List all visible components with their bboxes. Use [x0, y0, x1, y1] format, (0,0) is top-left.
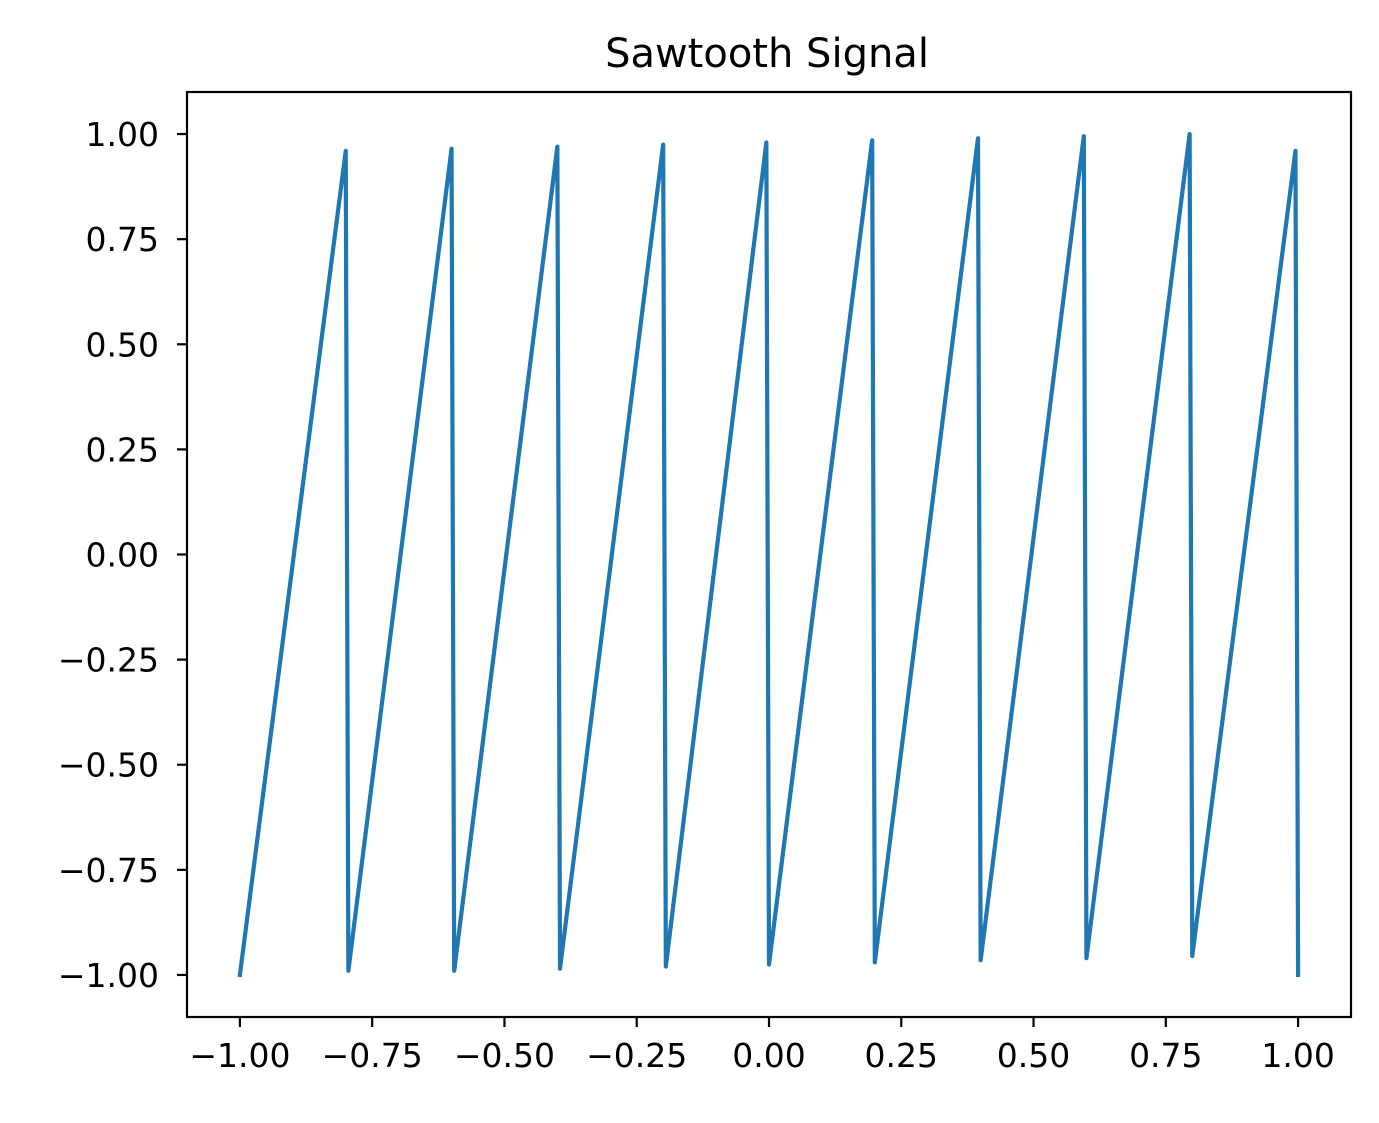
y-tick-label: −1.00: [58, 956, 159, 995]
x-axis: −1.00 −0.75 −0.50 −0.25 0.00 0.25 0.50 0.75 1.00: [189, 1017, 1335, 1075]
y-tick-label: −0.75: [58, 851, 159, 890]
x-tick-label: −0.50: [454, 1036, 555, 1075]
y-tick-label: 1.00: [86, 115, 159, 154]
x-tick-label: 0.00: [732, 1036, 805, 1075]
x-tick-label: 0.50: [997, 1036, 1070, 1075]
chart-title: Sawtooth Signal: [605, 31, 929, 77]
plot-area: [237, 131, 1301, 978]
x-tick-label: 0.75: [1129, 1036, 1202, 1075]
x-tick-label: 1.00: [1261, 1036, 1334, 1075]
y-axis: 1.00 0.75 0.50 0.25 0.00 −0.25 −0.50 −0.75 −1.00: [58, 115, 187, 995]
y-tick-label: 0.50: [86, 325, 159, 364]
series-line-0: [237, 131, 1301, 978]
y-tick-label: −0.25: [58, 641, 159, 680]
x-tick-label: 0.25: [865, 1036, 938, 1075]
y-tick-label: −0.50: [58, 746, 159, 785]
y-tick-label: 0.75: [86, 220, 159, 259]
y-tick-label: 0.00: [86, 536, 159, 575]
x-tick-label: −0.75: [322, 1036, 423, 1075]
y-tick-label: 0.25: [86, 430, 159, 469]
x-tick-label: −1.00: [189, 1036, 290, 1075]
x-tick-label: −0.25: [586, 1036, 687, 1075]
